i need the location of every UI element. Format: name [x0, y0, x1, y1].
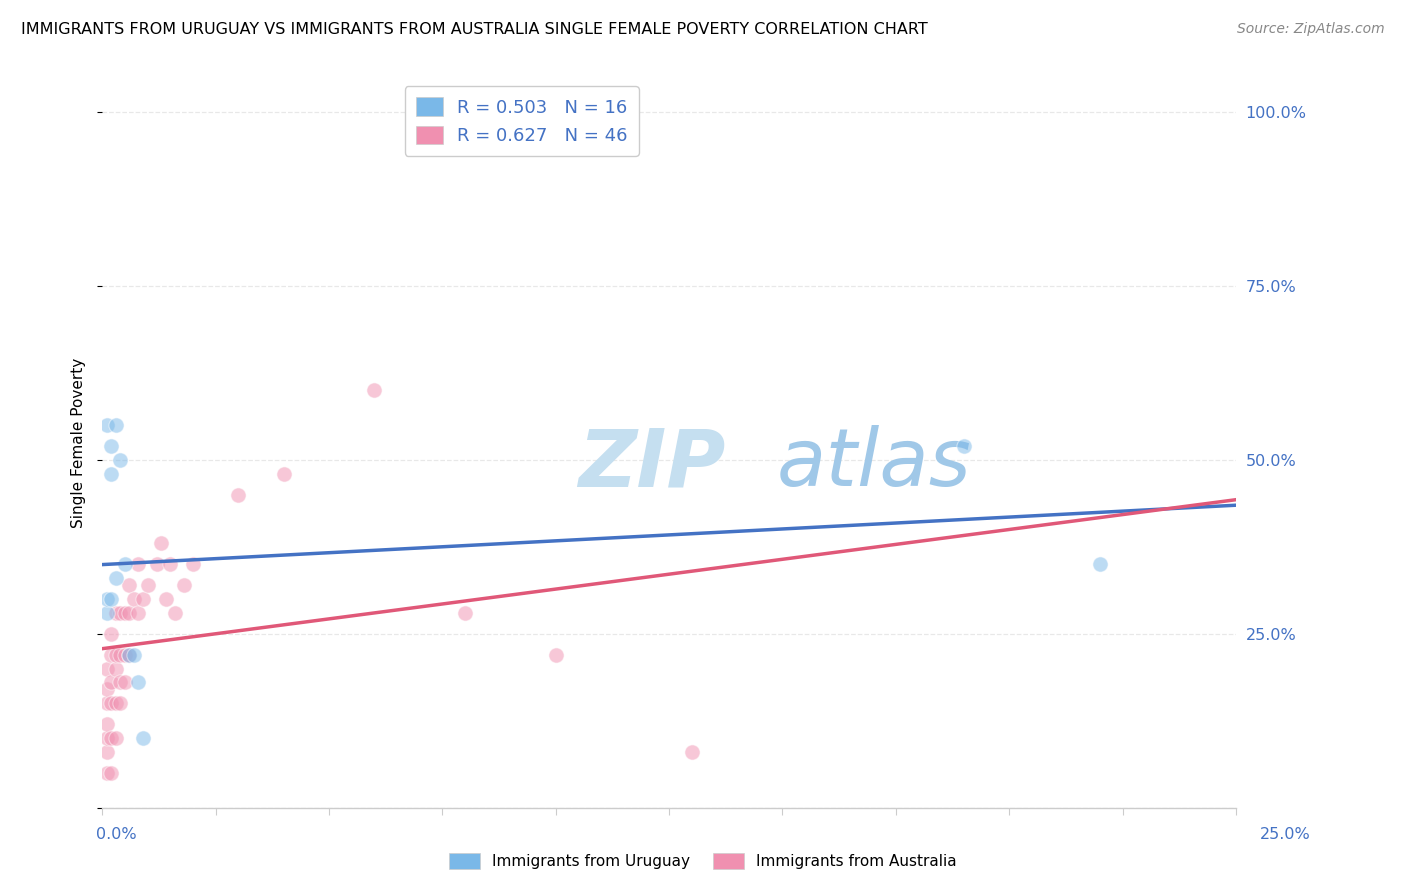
Point [104, 648, 127, 662]
Point [953, 439, 976, 453]
Point [110, 675, 132, 690]
Point [127, 675, 149, 690]
Point [96, 606, 118, 620]
Point [104, 418, 127, 433]
Point [96, 682, 118, 697]
Text: IMMIGRANTS FROM URUGUAY VS IMMIGRANTS FROM AUSTRALIA SINGLE FEMALE POVERTY CORRE: IMMIGRANTS FROM URUGUAY VS IMMIGRANTS FR… [21, 22, 928, 37]
Point [104, 731, 127, 745]
Legend: Immigrants from Uruguay, Immigrants from Australia: Immigrants from Uruguay, Immigrants from… [443, 847, 963, 875]
Point [100, 765, 122, 780]
Point [681, 745, 703, 759]
Point [454, 606, 477, 620]
Point [155, 592, 177, 607]
Point [181, 558, 204, 572]
Point [118, 578, 141, 592]
Text: 25.0%: 25.0% [1260, 827, 1310, 842]
Point [114, 675, 136, 690]
Point [145, 558, 167, 572]
Point [100, 439, 122, 453]
Point [114, 606, 136, 620]
Y-axis label: Single Female Poverty: Single Female Poverty [72, 358, 86, 528]
Text: atlas: atlas [776, 425, 972, 503]
Point [104, 606, 127, 620]
Point [118, 648, 141, 662]
Point [114, 558, 136, 572]
Point [122, 592, 145, 607]
Text: ZIP: ZIP [578, 425, 725, 503]
Point [226, 488, 249, 502]
Point [100, 648, 122, 662]
Text: Source: ZipAtlas.com: Source: ZipAtlas.com [1237, 22, 1385, 37]
Point [96, 731, 118, 745]
Point [96, 717, 118, 731]
Point [100, 696, 122, 710]
Point [96, 745, 118, 759]
Point [110, 696, 132, 710]
Point [118, 648, 141, 662]
Point [118, 606, 141, 620]
Point [173, 578, 195, 592]
Point [100, 626, 122, 640]
Point [96, 592, 118, 607]
Point [100, 467, 122, 481]
Point [110, 453, 132, 467]
Point [104, 696, 127, 710]
Legend: R = 0.503   N = 16, R = 0.627   N = 46: R = 0.503 N = 16, R = 0.627 N = 46 [405, 87, 638, 156]
Point [544, 648, 567, 662]
Point [127, 558, 149, 572]
Point [96, 765, 118, 780]
Point [127, 606, 149, 620]
Point [136, 578, 159, 592]
Point [104, 571, 127, 585]
Point [100, 675, 122, 690]
Point [96, 661, 118, 675]
Point [150, 536, 173, 550]
Point [163, 606, 186, 620]
Point [96, 696, 118, 710]
Point [96, 418, 118, 433]
Point [363, 384, 385, 398]
Point [132, 731, 155, 745]
Text: 0.0%: 0.0% [96, 827, 136, 842]
Point [100, 731, 122, 745]
Point [122, 648, 145, 662]
Point [100, 592, 122, 607]
Point [104, 661, 127, 675]
Point [110, 648, 132, 662]
Point [273, 467, 295, 481]
Point [132, 592, 155, 607]
Point [159, 558, 181, 572]
Point [1088, 558, 1111, 572]
Point [110, 606, 132, 620]
Point [114, 648, 136, 662]
